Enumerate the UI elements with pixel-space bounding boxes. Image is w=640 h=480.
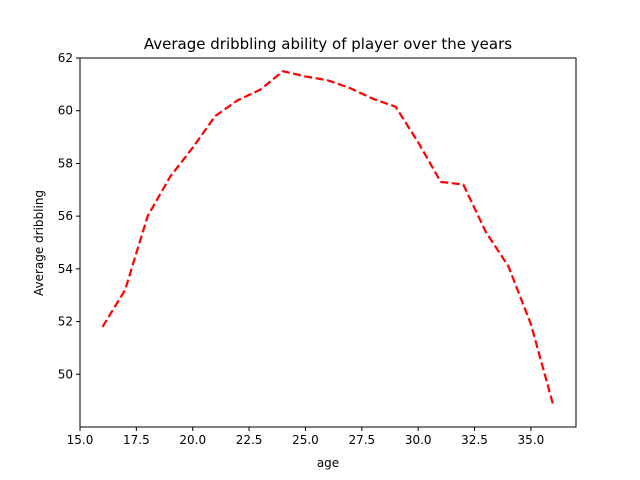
y-axis-ticks: 50 52 54 56 58 60 62 [58, 51, 80, 381]
x-tick-label: 27.5 [348, 433, 375, 447]
x-tick-label: 22.5 [236, 433, 263, 447]
plot-area [79, 57, 577, 428]
y-tick-label: 62 [58, 51, 73, 65]
y-tick-label: 60 [58, 104, 73, 118]
y-axis-label: Average dribbling [32, 190, 46, 296]
x-tick-label: 32.5 [461, 433, 488, 447]
x-tick-label: 25.0 [292, 433, 319, 447]
chart-title: Average dribbling ability of player over… [144, 35, 512, 53]
x-tick-label: 30.0 [405, 433, 432, 447]
y-tick-label: 56 [58, 209, 73, 223]
x-tick-label: 15.0 [67, 433, 94, 447]
x-tick-label: 17.5 [123, 433, 150, 447]
y-tick-label: 50 [58, 367, 73, 381]
x-axis-ticks: 15.0 17.5 20.0 22.5 25.0 27.5 30.0 32.5 35.0 [67, 427, 545, 447]
x-tick-label: 20.0 [179, 433, 206, 447]
series-line-0 [101, 70, 555, 407]
y-tick-label: 52 [58, 315, 73, 329]
y-tick-label: 54 [58, 262, 73, 276]
y-tick-label: 58 [58, 156, 73, 170]
x-tick-label: 35.0 [518, 433, 545, 447]
axes-frame [79, 57, 577, 428]
x-axis-label: age [317, 456, 339, 470]
